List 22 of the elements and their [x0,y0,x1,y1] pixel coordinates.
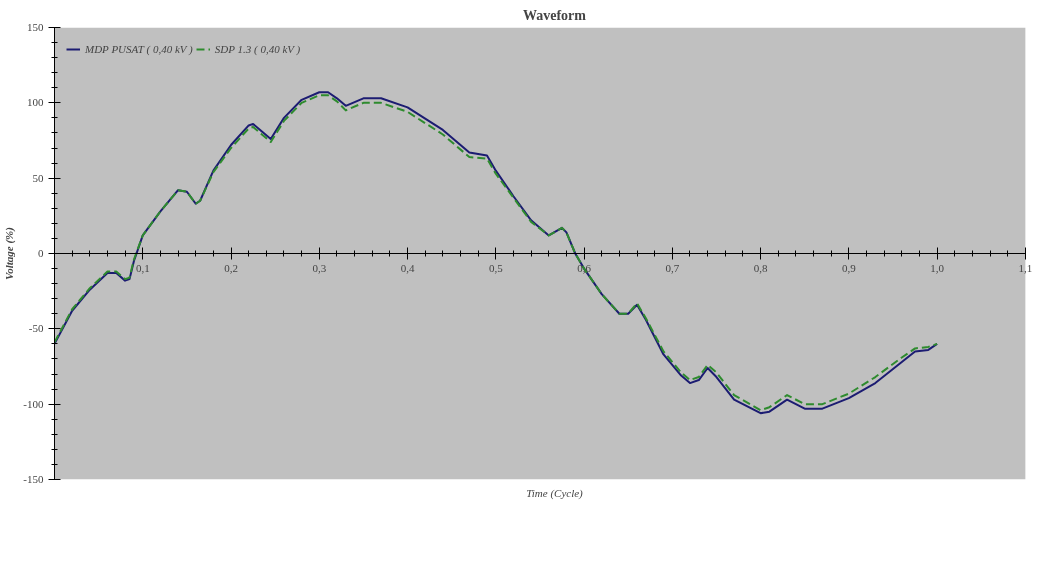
x-tick-label: 0,8 [753,261,768,274]
x-tick-label: 1,0 [930,261,945,274]
x-tick-label: 0,1 [135,261,150,274]
y-tick-label: 100 [27,96,44,109]
y-tick-label: 0 [38,247,44,259]
x-tick-label: 0,3 [312,261,327,274]
y-tick-label: -100 [23,397,44,410]
y-tick-label: -150 [23,473,44,485]
legend-label: MDP PUSAT ( 0,40 kV ) [85,43,193,55]
x-axis-title: Time (Cycle) [526,486,584,500]
x-tick-label: 0,7 [665,261,680,274]
chart-title: Waveform [523,7,587,23]
y-tick-label: 50 [32,171,44,184]
x-tick-label: 0,4 [400,261,415,274]
x-tick-label: 1,1 [1018,261,1033,274]
legend-label: SDP 1.3 ( 0,40 kV ) [214,43,301,55]
x-tick-label: 0,5 [488,261,504,274]
x-tick-label: 0,2 [224,261,238,274]
y-axis-title: Voltage (%) [3,227,17,280]
y-tick-label: 150 [27,21,44,33]
y-tick-label: -50 [28,322,44,335]
x-tick-label: 0,9 [841,261,857,274]
